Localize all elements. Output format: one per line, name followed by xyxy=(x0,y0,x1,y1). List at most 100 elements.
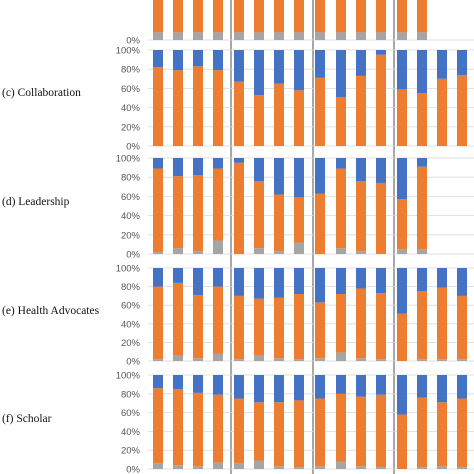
bar-segment xyxy=(437,78,447,146)
bar-segment xyxy=(173,158,183,177)
bar-segment xyxy=(173,50,183,71)
bar-segment xyxy=(254,32,264,40)
bar-segment xyxy=(376,182,386,254)
bar-segment xyxy=(213,462,223,469)
bar-segment xyxy=(417,467,427,469)
y-tick-label: 60% xyxy=(121,192,141,203)
bar-segment xyxy=(254,460,264,469)
bar-segment xyxy=(294,158,304,198)
bar-segment xyxy=(356,0,366,33)
bar-segment xyxy=(213,286,223,354)
bar-segment xyxy=(336,352,346,361)
bar-segment xyxy=(336,375,346,394)
bar-segment xyxy=(193,251,203,254)
bar-segment xyxy=(213,375,223,395)
bar-segment xyxy=(397,89,407,146)
bar-segment xyxy=(274,466,284,469)
panel-label: (c) Collaboration xyxy=(2,87,81,99)
bar-segment xyxy=(173,32,183,40)
bar-segment xyxy=(234,158,244,163)
bar-segment xyxy=(274,268,284,298)
bar-segment xyxy=(213,32,223,40)
bar-segment xyxy=(193,358,203,361)
bar-segment xyxy=(173,282,183,356)
bar-segment xyxy=(153,67,163,146)
bar-segment xyxy=(417,166,427,250)
bar-segment xyxy=(234,32,244,40)
bar-segment xyxy=(294,359,304,361)
y-tick-label: 40% xyxy=(121,103,141,114)
bar-segment xyxy=(254,375,264,403)
bar-segment xyxy=(254,298,264,356)
bar-segment xyxy=(417,158,427,167)
bar-segment xyxy=(274,0,284,33)
bar-segment xyxy=(376,50,386,55)
panel-1: 0% 20% 40% 60% 80% 100% (c) Collaboration xyxy=(2,46,474,153)
bar-segment xyxy=(397,158,407,200)
y-tick-label: 80% xyxy=(121,173,141,184)
bar-segment xyxy=(234,81,244,146)
bar-segment xyxy=(376,158,386,183)
bar-segment xyxy=(274,158,284,195)
bar-segment xyxy=(417,249,427,254)
bar-segment xyxy=(457,74,467,146)
bar-segment xyxy=(376,375,386,395)
bar-segment xyxy=(356,50,366,76)
bar-segment xyxy=(213,394,223,463)
bar-segment xyxy=(173,375,183,390)
bar-segment xyxy=(417,397,427,468)
bar-segment xyxy=(315,358,325,361)
y-tick-label: 60% xyxy=(121,84,141,95)
bar-segment xyxy=(234,398,244,464)
bar-segment xyxy=(234,359,244,361)
bar-segment xyxy=(336,0,346,33)
bar-segment xyxy=(437,268,447,288)
bar-segment xyxy=(397,32,407,40)
bar-segment xyxy=(417,0,427,33)
bar-segment xyxy=(254,50,264,96)
bar-segment xyxy=(315,77,325,146)
panel-label: (d) Leadership xyxy=(2,196,70,208)
bar-segment xyxy=(193,66,203,146)
y-tick-label: 100% xyxy=(116,371,141,382)
y-tick-label: 60% xyxy=(121,301,141,312)
bar-segment xyxy=(315,32,325,40)
bar-segment xyxy=(153,463,163,469)
bar-segment xyxy=(234,50,244,82)
bar-segment xyxy=(294,32,304,40)
bar-segment xyxy=(356,75,366,146)
bar-segment xyxy=(274,32,284,40)
bar-segment xyxy=(437,359,447,361)
bar-segment xyxy=(376,394,386,468)
bar-segment xyxy=(173,0,183,33)
bar-segment xyxy=(193,294,203,359)
bar-segment xyxy=(315,398,325,467)
bar-segment xyxy=(213,0,223,33)
bar-segment xyxy=(234,0,244,33)
bar-segment xyxy=(274,83,284,146)
bar-segment xyxy=(356,375,366,397)
bar-segment xyxy=(294,0,304,33)
bar-segment xyxy=(417,375,427,398)
bar-segment xyxy=(173,70,183,146)
bar-segment xyxy=(274,297,284,359)
bar-segment xyxy=(457,50,467,75)
bar-segment xyxy=(417,50,427,94)
bar-segment xyxy=(356,32,366,40)
bar-segment xyxy=(193,50,203,67)
bar-segment xyxy=(153,168,163,253)
bar-segment xyxy=(294,375,304,401)
bar-segment xyxy=(397,375,407,415)
bar-segment xyxy=(193,175,203,252)
bar-segment xyxy=(397,313,407,361)
bar-segment xyxy=(457,268,467,296)
bar-segment xyxy=(376,32,386,40)
bar-segment xyxy=(254,0,264,33)
bar-segment xyxy=(437,402,447,467)
bar-segment xyxy=(234,375,244,399)
bar-segment xyxy=(213,240,223,254)
bar-segment xyxy=(173,465,183,469)
bar-segment xyxy=(356,358,366,361)
bar-segment xyxy=(153,268,163,287)
bar-segment xyxy=(193,0,203,33)
